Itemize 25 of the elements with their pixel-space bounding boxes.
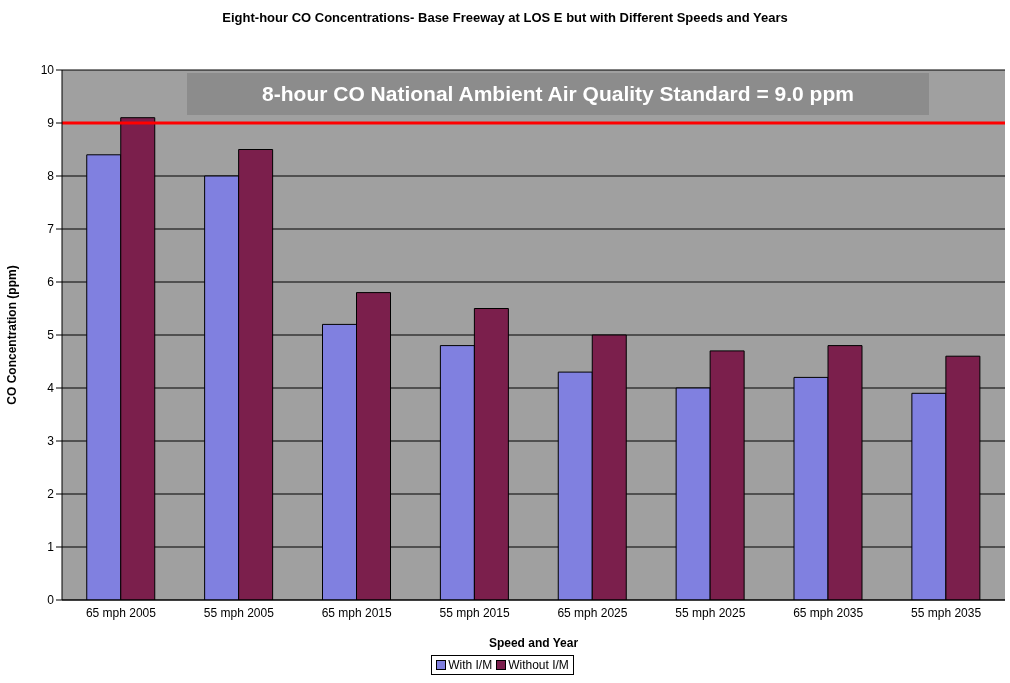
y-tick-label: 3 [47, 434, 55, 449]
y-tick-label: 4 [47, 381, 55, 396]
y-tick-label: 8 [47, 169, 55, 184]
y-tick-label: 7 [47, 222, 55, 237]
x-tick-label: 55 mph 2005 [203, 605, 275, 620]
x-tick-label: 65 mph 2025 [557, 605, 628, 620]
y-axis-title: CO Concentration (ppm) [5, 265, 20, 405]
x-tick-label: 55 mph 2035 [911, 605, 982, 620]
y-tick-label: 10 [40, 63, 55, 78]
x-tick-label: 55 mph 2015 [439, 605, 510, 620]
x-tick-label: 65 mph 2015 [321, 605, 393, 620]
x-tick-label: 55 mph 2025 [675, 605, 746, 620]
x-axis-title: Speed and Year [488, 636, 579, 650]
y-tick-label: 5 [47, 328, 55, 343]
y-tick-label: 0 [47, 593, 55, 608]
y-tick-label: 1 [47, 540, 55, 555]
y-tick-label: 6 [47, 275, 55, 290]
chart-title: Eight-hour CO Concentrations- Base Freeway at LOS E but with Different Speeds and Years [221, 10, 789, 25]
legend-label: Without I/M [507, 658, 569, 672]
x-tick-label: 65 mph 2035 [793, 605, 864, 620]
x-tick-label: 65 mph 2005 [85, 605, 157, 620]
legend-label: With I/M [447, 658, 493, 672]
y-tick-label: 9 [47, 116, 55, 131]
ref-line-label: 8-hour CO National Ambient Air Quality Standard = 9.0 ppm [262, 82, 854, 105]
y-tick-label: 2 [47, 487, 55, 502]
